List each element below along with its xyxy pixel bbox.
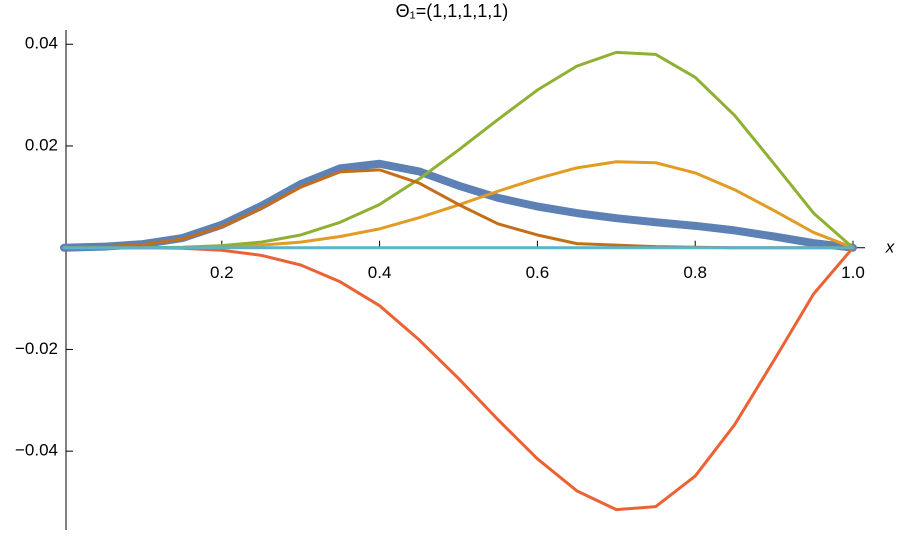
x-tick-label: 0.2 (210, 263, 234, 282)
y-tick-label: −0.04 (15, 441, 58, 460)
x-tick-label: 0.4 (368, 263, 392, 282)
chart-title: Θ₁=(1,1,1,1,1) (396, 1, 509, 21)
y-tick-label: 0.02 (25, 135, 58, 154)
x-tick-label: 0.6 (526, 263, 550, 282)
y-tick-label: 0.04 (25, 34, 58, 53)
x-tick-label: 1.0 (841, 263, 865, 282)
series-line (62, 50, 855, 250)
x-axis-label: x (885, 237, 895, 256)
y-tick-label: −0.02 (15, 339, 58, 358)
series-line (62, 246, 855, 512)
x-tick-label: 0.8 (683, 263, 707, 282)
